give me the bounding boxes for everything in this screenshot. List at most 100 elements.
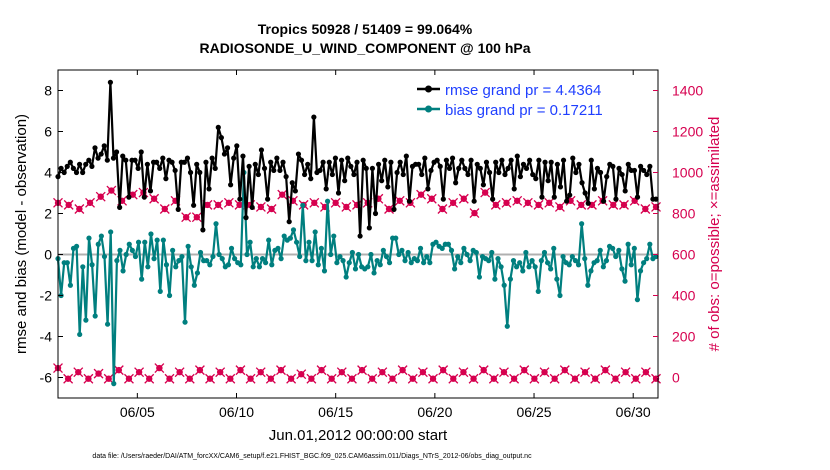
rmse-point bbox=[308, 176, 314, 182]
bias-point bbox=[520, 268, 526, 274]
obs-possible-cross bbox=[394, 195, 405, 206]
rmse-point bbox=[224, 145, 231, 151]
bias-point bbox=[290, 227, 297, 233]
obs-assimilated-cross bbox=[123, 373, 134, 384]
rmse-point bbox=[499, 157, 505, 163]
bias-point bbox=[160, 237, 166, 243]
rmse-point bbox=[117, 204, 123, 210]
y-right-tick-label: 1000 bbox=[672, 165, 703, 181]
obs-assimilated-cross bbox=[509, 373, 520, 384]
rmse-point bbox=[305, 161, 311, 167]
obs-assimilated-cross bbox=[316, 365, 327, 376]
bias-point bbox=[569, 253, 575, 260]
obs-assimilated-cross bbox=[73, 367, 84, 378]
bias-point bbox=[417, 245, 424, 251]
obs-assimilated-cross bbox=[215, 367, 226, 378]
obs-assimilated-cross bbox=[255, 367, 266, 378]
bias-point bbox=[83, 317, 89, 323]
obs-assimilated-cross bbox=[296, 369, 307, 380]
rmse-point bbox=[604, 174, 610, 180]
obs-possible-cross bbox=[266, 204, 277, 214]
x-tick-label: 06/15 bbox=[318, 404, 353, 420]
rmse-series-layer bbox=[55, 79, 659, 239]
obs-assimilated-cross bbox=[245, 373, 256, 384]
rmse-point bbox=[98, 151, 104, 157]
bias-point bbox=[179, 253, 185, 260]
rmse-point bbox=[67, 159, 73, 165]
obs-possible-cross bbox=[85, 197, 95, 208]
rmse-point bbox=[474, 161, 480, 167]
rmse-point bbox=[449, 155, 456, 161]
obs-assimilated-cross bbox=[144, 373, 155, 384]
y-right-tick-label: 1200 bbox=[672, 124, 703, 140]
rmse-point bbox=[141, 194, 147, 200]
x-axis-label: Jun.01,2012 00:00:00 start bbox=[269, 427, 448, 444]
bias-point bbox=[616, 247, 622, 253]
rmse-point bbox=[89, 163, 95, 169]
y-right-tick-label: 200 bbox=[672, 329, 696, 345]
rmse-point bbox=[212, 165, 218, 171]
bias-point bbox=[269, 262, 275, 268]
rmse-point bbox=[351, 171, 357, 178]
obs-possible-cross bbox=[544, 197, 555, 208]
bias-point bbox=[544, 260, 551, 266]
bias-point bbox=[603, 258, 610, 264]
bias-point bbox=[328, 251, 334, 258]
bias-point bbox=[647, 241, 653, 247]
bias-point bbox=[355, 251, 362, 258]
rmse-point bbox=[465, 171, 471, 178]
bias-point bbox=[182, 319, 188, 325]
bias-point bbox=[597, 247, 603, 253]
obs-possible-cross bbox=[309, 197, 320, 208]
rmse-point bbox=[261, 165, 268, 171]
bias-point bbox=[371, 270, 377, 276]
bias-point bbox=[318, 245, 324, 251]
rmse-point bbox=[231, 155, 237, 161]
rmse-point bbox=[638, 163, 644, 169]
rmse-point bbox=[234, 143, 240, 149]
bias-point bbox=[173, 264, 179, 270]
bias-point bbox=[427, 260, 433, 266]
obs-possible-cross bbox=[533, 199, 544, 210]
bias-point bbox=[510, 258, 517, 264]
rmse-point bbox=[332, 155, 339, 161]
rmse-point bbox=[64, 163, 70, 169]
obs-assimilated-cross bbox=[93, 368, 104, 379]
obs-assimilated-cross bbox=[590, 373, 601, 384]
y-axis-left: 8 6 4 2 0 -2 -4 -6 bbox=[40, 83, 63, 386]
rmse-point bbox=[160, 155, 166, 161]
obs-assimilated-cross bbox=[377, 367, 388, 378]
rmse-point bbox=[527, 157, 533, 163]
bias-point bbox=[324, 198, 331, 204]
rmse-point bbox=[335, 190, 342, 196]
bias-point bbox=[408, 260, 414, 266]
rmse-point bbox=[567, 192, 573, 198]
bias-point bbox=[135, 239, 142, 245]
obs-possible-cross bbox=[277, 189, 288, 200]
bias-point bbox=[653, 253, 659, 260]
rmse-point bbox=[582, 190, 588, 196]
bias-point bbox=[489, 249, 495, 256]
bias-point bbox=[225, 262, 232, 268]
rmse-point bbox=[320, 159, 326, 165]
bias-point bbox=[197, 249, 204, 256]
bias-point bbox=[634, 297, 641, 303]
y-left-tick-label: 8 bbox=[44, 83, 52, 99]
obs-assimilated-cross bbox=[438, 365, 449, 376]
obs-assimilated-cross bbox=[519, 365, 530, 376]
bias-point bbox=[644, 256, 650, 262]
bias-point bbox=[433, 239, 439, 245]
rmse-point bbox=[138, 149, 144, 155]
bias-point bbox=[278, 256, 284, 262]
rmse-point bbox=[560, 157, 567, 163]
bias-point bbox=[281, 233, 287, 239]
bias-point bbox=[275, 245, 281, 251]
bias-series-layer bbox=[55, 169, 659, 387]
obs-possible-cross bbox=[640, 204, 651, 214]
bias-point bbox=[259, 256, 266, 262]
bias-point bbox=[117, 247, 123, 253]
rmse-point bbox=[443, 157, 450, 163]
rmse-point bbox=[456, 165, 462, 171]
obs-possible-cross bbox=[619, 199, 629, 210]
rmse-point bbox=[218, 135, 224, 141]
